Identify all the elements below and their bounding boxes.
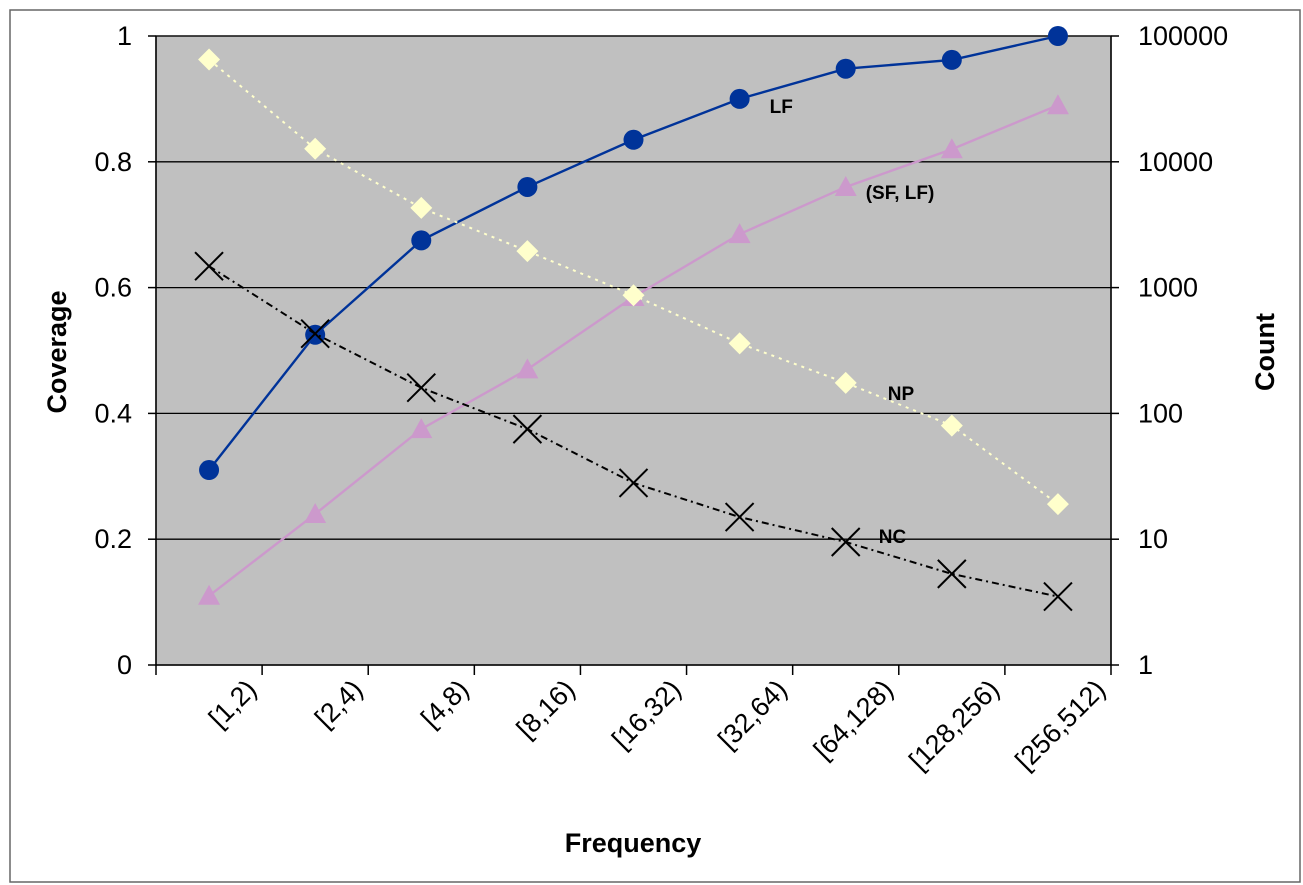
series-label-sf-lf: (SF, LF) (866, 183, 935, 204)
data-point-sf-lf (728, 223, 751, 244)
y-tick-label: 0.8 (94, 147, 132, 177)
data-point-nc (1043, 581, 1073, 612)
series-layer (194, 26, 1073, 612)
data-point-nc (618, 468, 649, 498)
y2-tick-label: 10000 (1138, 147, 1213, 177)
y-tick-label: 0 (117, 650, 132, 680)
y-tick-label: 0.6 (94, 273, 132, 303)
y2-tick-label: 1000 (1138, 273, 1198, 303)
data-point-sf-lf (516, 358, 539, 379)
data-point-nc (512, 414, 543, 444)
y-tick-label: 0.2 (94, 524, 132, 554)
data-point-nc (831, 527, 861, 557)
data-point-nc (724, 502, 755, 532)
y2-tick-label: 100000 (1138, 21, 1228, 51)
data-point-lf (941, 49, 962, 70)
data-point-sf-lf (940, 138, 963, 159)
data-point-lf (199, 460, 220, 481)
data-point-nc (937, 559, 967, 589)
data-point-np (198, 48, 221, 71)
data-point-nc (406, 373, 436, 403)
labels-layer: LF (SF, LF) NP NC (770, 97, 935, 548)
data-point-np (940, 414, 963, 437)
data-point-nc (194, 251, 224, 281)
x-axis-title: Frequency (565, 828, 702, 858)
series-label-np: NP (888, 384, 915, 405)
y2-tick-label: 1 (1138, 650, 1153, 680)
data-point-sf-lf (834, 175, 857, 196)
data-point-np (1046, 493, 1069, 516)
y2-tick-label: 10 (1138, 524, 1168, 554)
data-point-lf (623, 129, 644, 150)
data-point-np (622, 284, 645, 307)
data-point-np (304, 137, 327, 160)
data-point-np (728, 332, 751, 355)
y-tick-label: 0.4 (94, 398, 132, 428)
data-point-np (834, 371, 857, 394)
data-point-lf (729, 88, 750, 109)
y-tick-label: 1 (117, 21, 132, 51)
series-label-lf: LF (770, 97, 793, 118)
data-point-np (516, 240, 539, 263)
data-point-nc (300, 319, 330, 349)
y2-axis-title: Count (1250, 313, 1280, 391)
data-point-lf (835, 58, 856, 79)
data-point-sf-lf (198, 584, 221, 605)
data-point-lf (1047, 26, 1068, 46)
series-label-nc: NC (879, 527, 907, 548)
data-point-lf (411, 230, 432, 251)
data-point-sf-lf (410, 418, 433, 439)
data-point-np (410, 196, 433, 219)
data-point-sf-lf (1046, 94, 1069, 115)
data-point-sf-lf (304, 503, 327, 524)
y2-tick-label: 100 (1138, 398, 1183, 428)
data-point-lf (517, 176, 538, 197)
y-axis-title: Coverage (42, 290, 72, 413)
